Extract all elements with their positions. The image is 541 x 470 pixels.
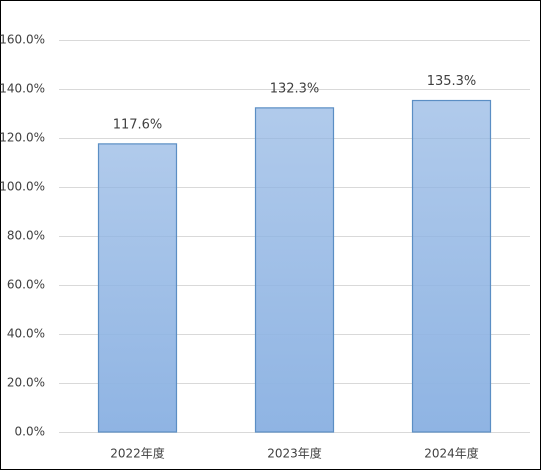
- value-label: 132.3%: [270, 81, 320, 96]
- y-tick-label: 140.0%: [0, 82, 45, 96]
- x-tick-label: 2024年度: [424, 446, 479, 461]
- bar: [411, 99, 492, 433]
- y-tick-label: 120.0%: [0, 131, 45, 145]
- y-tick-label: 80.0%: [7, 229, 45, 243]
- x-tick-label: 2023年度: [267, 446, 322, 461]
- x-tick-label: 2022年度: [110, 446, 165, 461]
- y-tick-label: 20.0%: [7, 376, 45, 390]
- y-tick-label: 160.0%: [0, 33, 45, 47]
- value-label: 135.3%: [427, 74, 477, 89]
- y-tick-label: 0.0%: [15, 425, 46, 439]
- y-tick-label: 40.0%: [7, 327, 45, 341]
- bar: [254, 107, 335, 433]
- bar: [97, 143, 178, 433]
- y-tick-label: 60.0%: [7, 278, 45, 292]
- y-tick-label: 100.0%: [0, 180, 45, 194]
- value-label: 117.6%: [113, 117, 163, 132]
